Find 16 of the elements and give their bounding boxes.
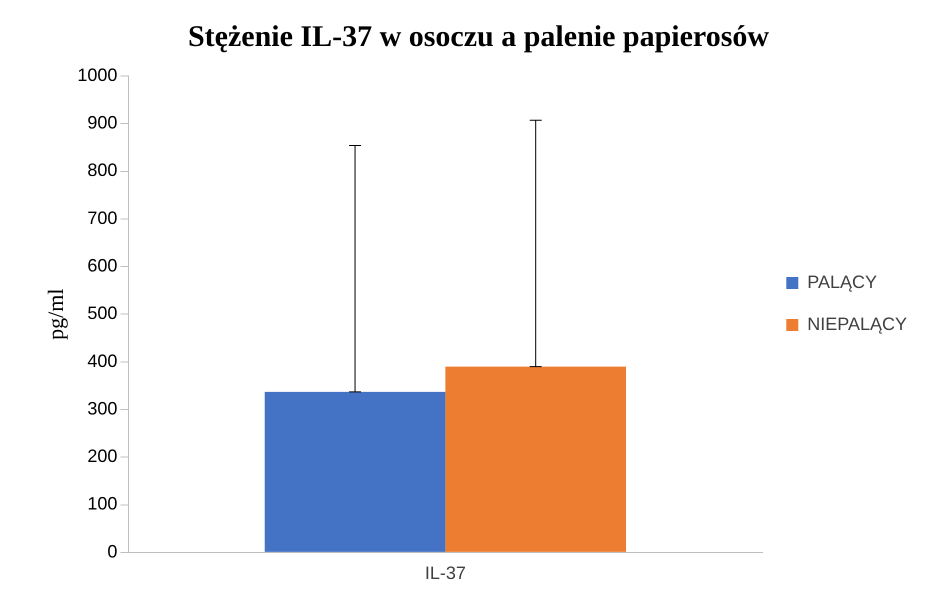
- legend-label: PALĄCY: [807, 272, 877, 292]
- y-tick-label: 400: [87, 350, 118, 371]
- chart-title: Stężenie IL-37 w osoczu a palenie papierosów: [188, 20, 770, 53]
- y-tick-label: 700: [87, 208, 118, 228]
- y-tick-label: 300: [87, 398, 118, 418]
- x-tick-label: IL-37: [424, 563, 466, 584]
- y-tick-label: 500: [87, 303, 118, 324]
- y-axis-title: pg/ml: [42, 288, 68, 340]
- y-tick-label: 0: [107, 541, 118, 562]
- y-tick-label: 600: [87, 256, 118, 276]
- y-tick-label: 1000: [77, 64, 118, 85]
- legend-label: NIEPALĄCY: [807, 314, 907, 334]
- y-tick-label: 100: [87, 494, 118, 514]
- y-tick-label: 800: [87, 160, 118, 180]
- y-tick-label: 200: [87, 446, 118, 466]
- y-tick-label: 900: [87, 112, 118, 133]
